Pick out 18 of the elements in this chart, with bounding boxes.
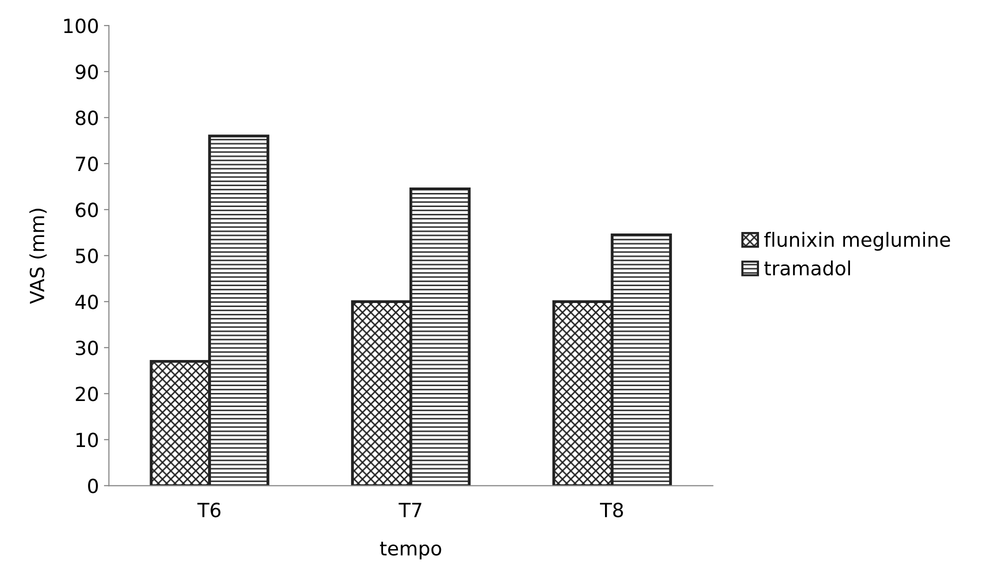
y-axis-title: VAS (mm) [29, 208, 47, 304]
x-tick-label: T7 [398, 502, 422, 518]
y-tick-label: 10 [76, 432, 98, 448]
y-tick-label: 50 [76, 248, 98, 264]
y-tick-label: 0 [88, 478, 98, 494]
x-axis-title: tempo [380, 542, 442, 560]
y-tick-label: 60 [76, 202, 98, 218]
y-tick-label: 100 [64, 18, 98, 34]
x-tick-label: T8 [600, 502, 623, 518]
y-tick-label: 90 [76, 64, 98, 80]
legend-label: tramadol [764, 260, 850, 276]
legend-label: flunixin meglumine [764, 232, 950, 251]
y-tick-label: 40 [75, 294, 98, 310]
y-tick-label: 70 [76, 156, 98, 172]
y-tick-label: 20 [76, 386, 98, 402]
y-tick-label: 30 [76, 340, 98, 356]
y-tick-label: 80 [76, 110, 98, 126]
x-tick-label: T6 [197, 502, 220, 518]
